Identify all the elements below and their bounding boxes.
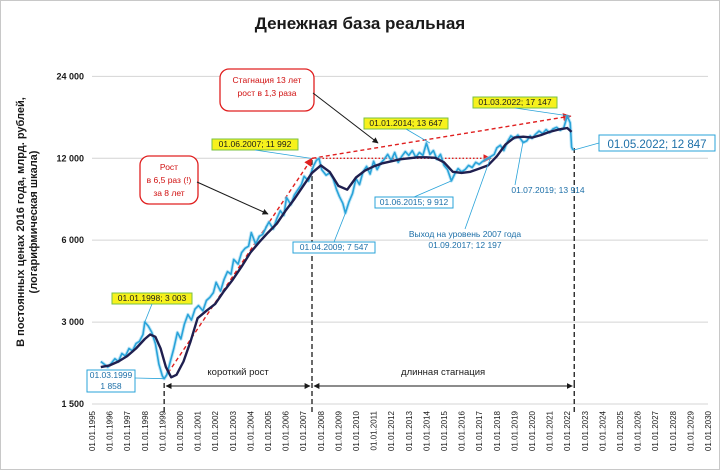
callout-text: Стагнация 13 лет: [233, 75, 302, 85]
x-tick-label: 01.01.2020: [528, 410, 537, 451]
callout-box: [139, 155, 199, 205]
x-tick-label: 01.01.2026: [634, 410, 643, 451]
callout-arrow: [312, 92, 379, 144]
y-tick-labels: 1 500 3 000 6 000 12 000 24 000: [56, 71, 84, 409]
x-tick-label: 01.01.2011: [370, 410, 379, 450]
annotation-pointer: [572, 142, 600, 151]
annotation-text: 01.01.1998; 3 003: [118, 293, 187, 303]
x-tick-label: 01.01.2009: [334, 410, 343, 451]
x-tick-label: 01.01.2022: [563, 410, 572, 451]
x-tick-label: 01.01.2006: [282, 410, 291, 451]
annotations: 01.01.1998; 3 003 01.06.2007; 11 992 01.01…: [86, 68, 716, 393]
x-tick-label: 01.01.2008: [317, 410, 326, 451]
annotation-pointer: [464, 156, 492, 230]
x-tick-label: 01.01.2030: [704, 410, 713, 451]
annotation-text: 01.03.1999: [90, 370, 133, 380]
x-tick-label: 01.01.2021: [546, 410, 555, 451]
y-tick-label: 3 000: [61, 317, 84, 327]
x-tick-label: 01.01.2027: [651, 410, 660, 451]
x-tick-label: 01.01.2002: [211, 410, 220, 451]
x-tick-label: 01.01.2028: [669, 410, 678, 451]
x-tick-label: 01.01.1995: [88, 410, 97, 451]
x-tick-label: 01.01.2012: [387, 410, 396, 451]
y-tick-label: 12 000: [56, 153, 84, 163]
annotation-pointer: [413, 180, 452, 198]
x-tick-label: 01.01.2025: [616, 410, 625, 451]
x-tick-label: 01.01.2018: [493, 410, 502, 451]
x-tick-label: 01.01.1999: [158, 410, 167, 451]
callout-box: [219, 68, 315, 112]
x-tick-label: 01.01.2001: [194, 410, 203, 451]
annotation-pointer: [134, 377, 165, 380]
y-tick-label: 1 500: [61, 399, 84, 409]
annotation-text: 01.09.2017; 12 197: [428, 240, 502, 250]
annotation-text: 01.06.2015; 9 912: [380, 197, 449, 207]
monthly-series-line: [100, 115, 574, 380]
callout-arrow: [196, 181, 269, 215]
trend-lines: [163, 113, 572, 380]
y-axis-label-line2: (логарифмическая шкала): [28, 150, 40, 293]
annotation-text: Выход на уровень 2007 года: [409, 229, 522, 239]
annotation-pointer: [514, 140, 524, 186]
annotation-pointer: [405, 128, 431, 144]
annotation-text: 01.04.2009; 7 547: [300, 242, 369, 252]
annotation-pointer: [514, 107, 571, 117]
x-tick-label: 01.01.2019: [510, 410, 519, 451]
series-lines: [99, 114, 575, 381]
x-tick-label: 01.01.2029: [686, 410, 695, 451]
x-tick-label: 01.01.2015: [440, 410, 449, 451]
x-tick-label: 01.01.2010: [352, 410, 361, 451]
x-tick-label: 01.01.2004: [246, 410, 255, 451]
callout-text: рост в 1,3 раза: [238, 88, 297, 98]
callout-text: в 6,5 раз (!): [147, 175, 192, 185]
period-markers: короткий рост длинная стагнация: [163, 148, 575, 415]
x-tick-label: 01.01.2003: [229, 410, 238, 451]
annotation-text: 01.03.2022; 17 147: [478, 97, 552, 107]
y-axis-label-line1: В постоянных ценах 2016 года, млрд. рубл…: [15, 97, 27, 347]
y-tick-label: 24 000: [56, 71, 84, 81]
trend-line: [311, 113, 572, 160]
x-tick-label: 01.01.2000: [176, 410, 185, 451]
x-tick-label: 01.01.1997: [123, 410, 132, 451]
x-tick-label: 01.01.2005: [264, 410, 273, 451]
y-tick-label: 6 000: [61, 235, 84, 245]
callout-text: Рост: [160, 162, 178, 172]
trend-line: [163, 157, 313, 380]
annotation-pointer: [254, 149, 312, 159]
x-tick-label: 01.01.2017: [475, 410, 484, 451]
x-tick-label: 01.01.2023: [581, 410, 590, 451]
trend-series-line: [100, 126, 573, 379]
x-tick-label: 01.01.2007: [299, 410, 308, 451]
x-tick-labels: 01.01.1995 01.01.1996 01.01.1997 01.01.1998…: [88, 410, 713, 451]
annotation-text: 01.05.2022; 12 847: [607, 139, 706, 151]
annotation-text: 01.07.2019; 13 914: [511, 185, 585, 195]
annotation-text: 01.06.2007; 11 992: [219, 139, 292, 149]
chart-title: Денежная база реальная: [255, 14, 465, 33]
annotation-text: 01.01.2014; 13 647: [369, 118, 443, 128]
period-label: короткий рост: [207, 367, 269, 378]
annotation-pointer: [333, 212, 346, 243]
annotation-box: [86, 369, 136, 393]
x-tick-label: 01.01.2013: [405, 410, 414, 451]
x-tick-label: 01.01.2024: [598, 410, 607, 451]
annotation-text: 1 858: [100, 381, 122, 391]
x-tick-label: 01.01.2014: [422, 410, 431, 451]
x-tick-label: 01.01.2016: [458, 410, 467, 451]
annotation-pointer: [144, 303, 153, 323]
callout-text: за 8 лет: [153, 188, 184, 198]
x-tick-label: 01.01.1998: [141, 410, 150, 451]
x-tick-label: 01.01.1996: [106, 410, 115, 451]
period-label: длинная стагнация: [401, 367, 485, 378]
